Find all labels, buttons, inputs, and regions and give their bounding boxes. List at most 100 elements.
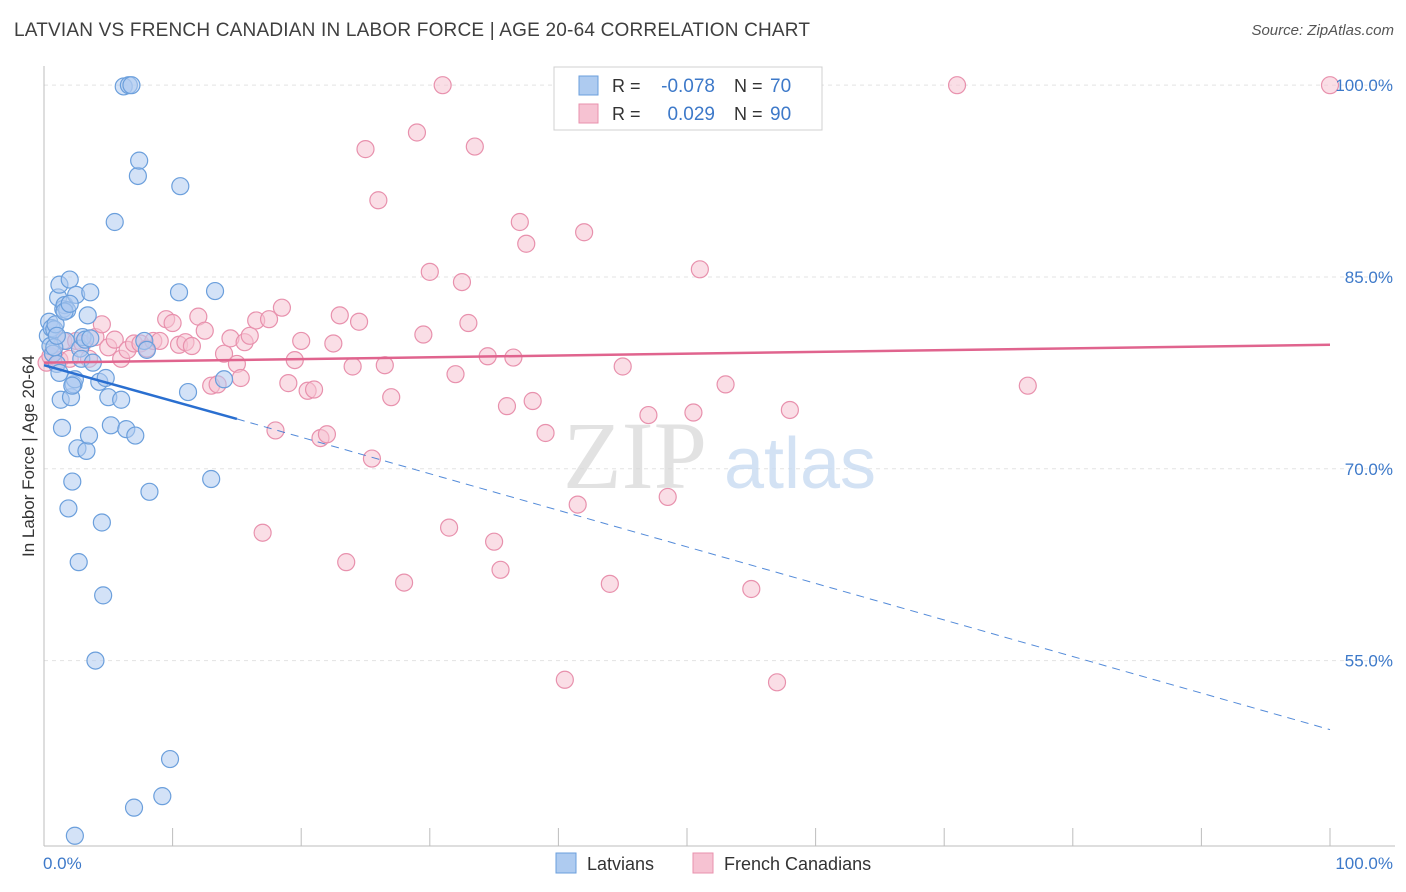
french-canadian-point-91 [1320,76,1340,95]
latvian-point-52 [137,340,156,359]
french-canadian-point-69 [491,560,510,579]
french-canadian-point-10 [92,315,111,334]
french-canadian-point-83 [684,403,703,422]
y-tick-labels: 55.0% 70.0% 85.0% 100.0% [1335,76,1393,670]
latvian-point-48 [126,426,145,445]
french-canadian-point-51 [349,312,369,331]
y-axis-label: In Labor Force | Age 20-64 [19,355,38,557]
french-canadian-point-76 [555,670,574,689]
latvian-point-50 [130,151,149,170]
french-canadian-point-84 [690,260,709,279]
stats-box: R = -0.078 N = 70 R = 0.029 N = 90 [553,66,823,131]
french-canadian-point-66 [465,137,484,156]
french-canadian-point-87 [767,673,787,692]
french-canadian-point-61 [433,76,452,95]
french-canadian-point-89 [947,76,967,95]
latvian-point-59 [202,469,221,489]
french-canadian-point-55 [375,356,394,375]
stats-swatch-french-canadians [578,103,599,124]
french-canadian-point-68 [485,532,504,551]
french-canadian-point-64 [452,272,472,292]
latvian-point-58 [214,370,234,389]
y-tick-label-85: 85.0% [1345,268,1393,287]
french-canadian-point-29 [214,344,234,363]
french-canadian-point-48 [330,306,349,325]
latvian-point-57 [178,382,198,402]
stats-r-value-2: 0.029 [667,104,715,125]
latvian-point-36 [92,513,111,532]
french-canadian-point-52 [356,140,375,159]
french-canadian-point-57 [394,573,414,592]
french-canadian-point-82 [658,487,677,507]
y-tick-label-70: 70.0% [1345,460,1393,479]
french-canadian-point-34 [240,326,259,345]
french-canadian-point-24 [182,336,201,356]
french-canadian-point-79 [600,574,619,593]
stats-r-label-2: R = [612,104,641,124]
latvian-point-16 [59,499,78,518]
latvian-point-31 [79,426,99,445]
latvian-point-66 [60,294,79,313]
latvian-trend-extension [236,418,1331,731]
latvian-point-60 [205,281,225,301]
french-canadian-trend-line [43,343,1331,364]
french-canadian-point-39 [272,298,292,317]
watermark-zip: ZIP [563,402,707,509]
french-canadian-point-12 [105,330,124,349]
french-canadian-point-74 [523,391,542,411]
french-canadian-point-32 [231,368,250,388]
french-canadian-point-40 [279,374,298,393]
latvian-point-41 [105,212,124,232]
french-canadian-point-81 [639,405,658,425]
french-canadian-point-59 [414,325,433,344]
stats-n-value-2: 90 [770,104,791,125]
latvian-point-54 [153,787,172,806]
latvian-point-42 [112,390,131,409]
french-canadian-point-42 [292,331,311,351]
legend-label-french-canadians[interactable]: French Canadians [724,854,871,874]
latvian-point-40 [101,416,120,435]
french-canadian-point-70 [497,397,517,416]
french-canadian-point-80 [613,357,632,376]
latvian-point-19 [63,472,82,491]
latvian-point-55 [160,749,180,769]
french-canadian-point-65 [459,313,478,333]
latvian-point-61 [171,177,190,196]
french-canadian-point-21 [163,313,182,333]
legend-swatch-latvians[interactable] [555,852,577,874]
watermark-atlas: atlas [724,424,876,504]
latvian-point-62 [65,826,84,845]
latvian-point-29 [77,441,96,460]
latvian-trend-line [43,364,238,421]
legend-label-latvians[interactable]: Latvians [587,854,654,874]
french-canadian-point-73 [517,234,536,253]
series-latvians [38,76,234,845]
french-canadian-point-46 [317,425,337,444]
stats-r-value-1: -0.078 [661,76,715,97]
latvian-point-64 [47,326,66,345]
french-canadian-point-77 [568,495,587,514]
x-tick-label-max: 100.0% [1335,854,1393,873]
watermark: ZIP atlas [563,402,876,509]
french-canadian-point-38 [266,421,285,440]
stats-r-label-1: R = [612,76,641,96]
french-canadian-point-88 [780,400,799,420]
latvian-point-37 [94,586,113,605]
y-tick-label-55: 55.0% [1345,652,1393,671]
french-canadian-point-72 [510,212,529,232]
y-tick-label-100: 100.0% [1335,76,1393,95]
french-canadian-point-54 [369,191,388,210]
legend-swatch-french-canadians[interactable] [692,852,714,874]
chart-title: LATVIAN VS FRENCH CANADIAN IN LABOR FORC… [14,20,811,41]
x-tick-label-min: 0.0% [43,854,82,873]
latvian-point-46 [122,76,141,95]
latvian-point-47 [124,798,144,817]
latvian-point-53 [140,482,159,501]
french-canadian-point-58 [407,123,427,142]
source-note: Source: ZipAtlas.com [1251,22,1394,39]
french-canadian-point-86 [742,579,761,599]
french-canadian-point-90 [1018,376,1037,395]
latvian-point-32 [81,283,100,302]
french-canadian-point-71 [504,348,523,367]
